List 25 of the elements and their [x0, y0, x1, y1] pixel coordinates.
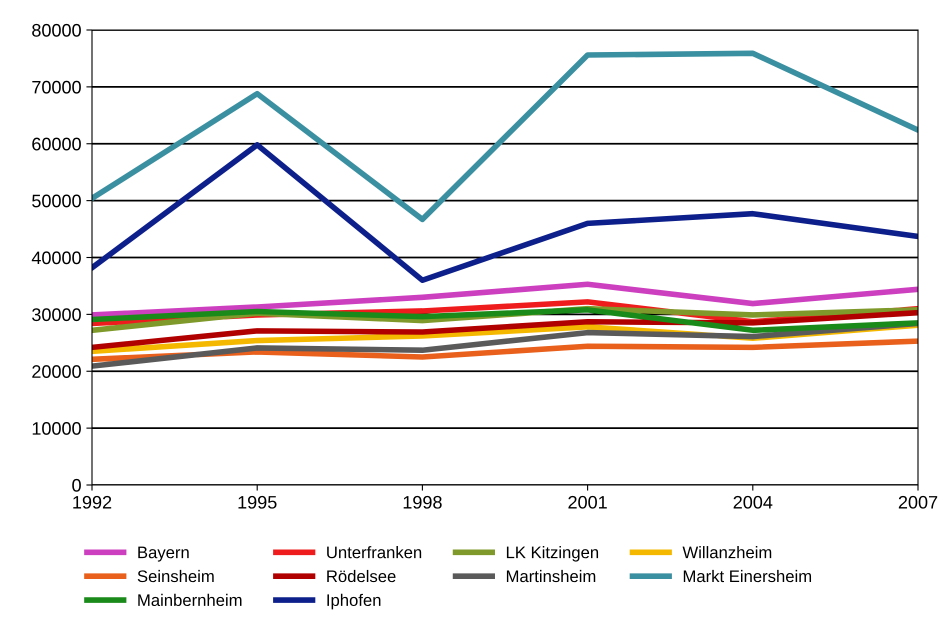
x-tick-label: 2007 — [898, 496, 938, 509]
legend-label: Seinsheim — [138, 570, 214, 582]
legend-label: Rödelsee — [327, 570, 396, 582]
y-tick-label: 70000 — [32, 80, 81, 94]
y-tick-label: 40000 — [32, 251, 81, 264]
legend-label: Markt Einersheim — [684, 570, 812, 582]
legend-label: Mainbernheim — [138, 594, 242, 606]
x-tick-label: 1998 — [404, 496, 442, 509]
y-tick-label: 10000 — [32, 422, 81, 435]
legend-label: Martinsheim — [506, 570, 596, 582]
x-tick-label: 2004 — [734, 496, 772, 509]
y-tick-label: 0 — [72, 478, 81, 492]
legend-label: Unterfranken — [327, 546, 422, 558]
y-tick-label: 50000 — [32, 194, 81, 208]
x-tick-label: 1995 — [238, 496, 277, 509]
x-tick-label: 1992 — [73, 496, 112, 509]
y-tick-label: 80000 — [32, 24, 81, 37]
legend-label: Bayern — [138, 546, 189, 562]
legend-label: Willanzheim — [682, 546, 772, 558]
y-tick-label: 60000 — [32, 138, 81, 150]
x-tick-label: 2001 — [568, 496, 607, 509]
legend-label: Iphofen — [327, 594, 380, 610]
y-tick-label: 20000 — [32, 365, 81, 378]
y-tick-label: 30000 — [32, 308, 81, 322]
legend-label: LK Kitzingen — [506, 546, 598, 562]
